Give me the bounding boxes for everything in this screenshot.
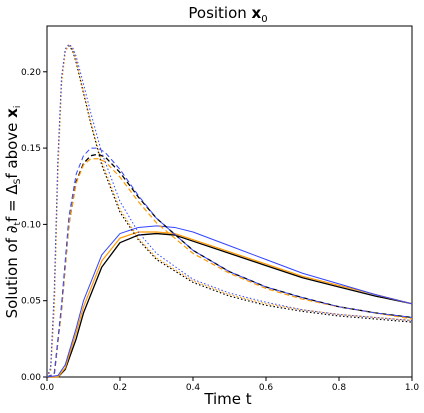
x-tick-label: 0.6 xyxy=(259,383,274,393)
series-line-dotted-8 xyxy=(46,43,413,378)
y-tick-label: 0.00 xyxy=(21,373,41,383)
plot-frame xyxy=(46,25,413,378)
y-tick-label: 0.20 xyxy=(21,68,41,78)
x-tick-label: 1.0 xyxy=(405,383,420,393)
y-tick-label: 0.10 xyxy=(21,220,41,230)
series-line-dotted-9 xyxy=(46,43,413,378)
chart-title: Position x0 xyxy=(188,4,267,25)
y-tick-label: 0.15 xyxy=(21,144,41,154)
x-tick-label: 0.2 xyxy=(113,383,127,393)
series-line-dashed-5 xyxy=(46,158,413,378)
series-line-solid-3 xyxy=(46,225,413,378)
x-tick-label: 0.8 xyxy=(332,383,347,393)
x-tick-label: 0.4 xyxy=(186,383,201,393)
series-layer xyxy=(46,43,413,378)
x-tick-label: 0.0 xyxy=(40,383,55,393)
series-line-solid-1 xyxy=(47,232,413,378)
series-line-dotted-7 xyxy=(46,45,413,378)
plot-area: 0.0 0.2 0.4 0.6 0.8 1.0 0.00 0.05 0.10 0.15 0.20 xyxy=(21,25,420,393)
series-line-dashed-4 xyxy=(46,153,413,378)
series-line-dashed-6 xyxy=(46,147,413,378)
y-axis: 0.00 0.05 0.10 0.15 0.20 xyxy=(21,68,47,383)
y-tick-label: 0.05 xyxy=(21,297,41,307)
x-axis-label: Time t xyxy=(203,390,251,408)
x-axis: 0.0 0.2 0.4 0.6 0.8 1.0 xyxy=(40,377,420,393)
series-line-solid-2 xyxy=(47,231,413,378)
y-axis-label: Solution of ∂tf = ΔSf above xi xyxy=(3,106,23,319)
